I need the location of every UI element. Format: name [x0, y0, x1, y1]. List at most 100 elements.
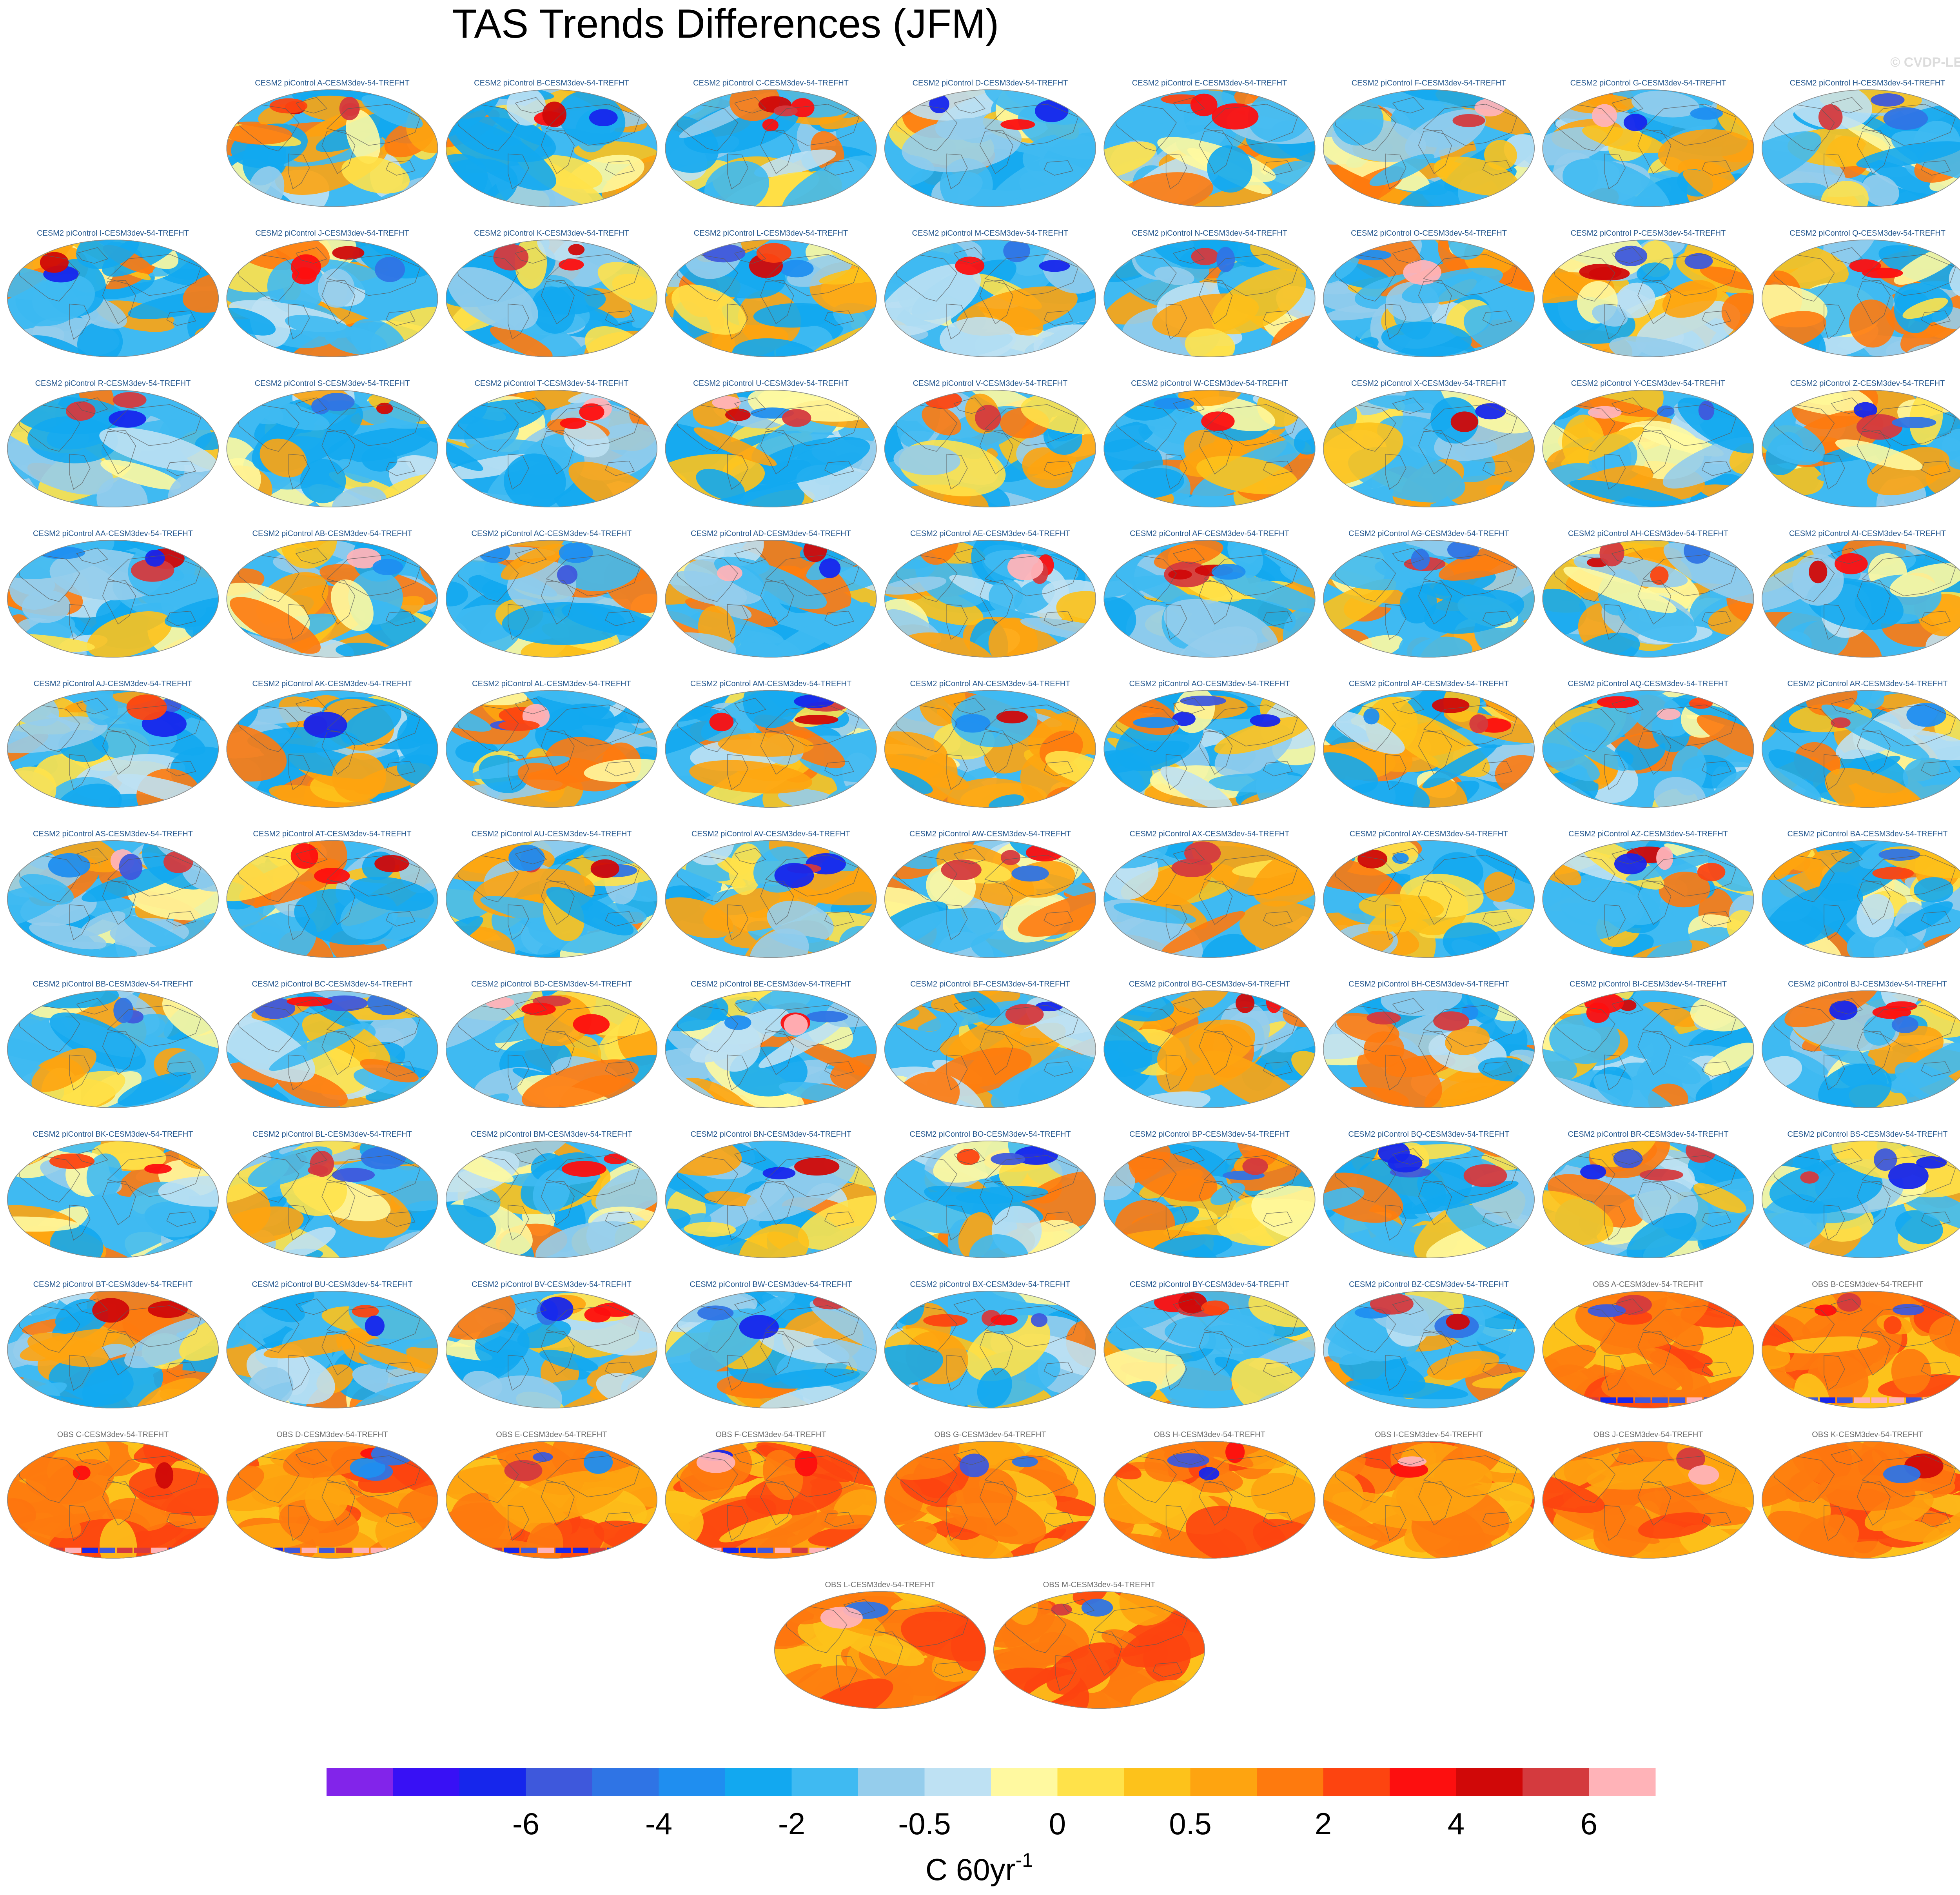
map-border	[1762, 840, 1960, 958]
trend-field	[446, 240, 657, 357]
field-anomaly	[990, 1314, 1018, 1326]
coastline	[508, 1054, 529, 1090]
coastline	[385, 911, 416, 927]
coastline	[1857, 881, 1891, 925]
field-blob	[1820, 181, 1869, 207]
panel-title: OBS B-CESM3dev-54-TREFHT	[1812, 1280, 1923, 1289]
coastline	[1862, 1305, 1956, 1347]
field-blob	[76, 240, 140, 269]
map-border	[445, 390, 658, 507]
field-anomaly	[1883, 107, 1928, 130]
field-blob	[341, 704, 401, 745]
coastline	[326, 404, 421, 446]
coastline	[102, 1031, 136, 1075]
field-anomaly	[1191, 248, 1219, 265]
map-panel: CESM2 piControl AY-CESM3dev-54-TREFHT	[1323, 830, 1535, 958]
panel-title: OBS M-CESM3dev-54-TREFHT	[1043, 1581, 1156, 1589]
field-blob	[1020, 393, 1096, 434]
field-anomaly	[1403, 260, 1441, 285]
map-border	[445, 89, 658, 207]
coastline	[1552, 854, 1615, 902]
field-anomaly	[1411, 549, 1430, 570]
coastline	[1552, 1305, 1615, 1353]
field-polar-band	[336, 1548, 352, 1553]
field-blob	[1569, 480, 1688, 507]
coastline	[1165, 1355, 1187, 1391]
map-border	[1103, 1291, 1316, 1408]
field-blob	[39, 840, 122, 872]
coastline	[1637, 1031, 1671, 1075]
map-border	[1542, 990, 1754, 1108]
map-border	[1323, 1141, 1535, 1258]
coastline	[605, 1061, 635, 1077]
coastline	[76, 1298, 109, 1315]
coastline	[953, 1298, 986, 1315]
field-blob	[1777, 444, 1823, 462]
field-anomaly	[119, 854, 143, 880]
trend-field	[446, 540, 657, 658]
panel-title: CESM2 piControl X-CESM3dev-54-TREFHT	[1351, 379, 1506, 388]
field-blob	[665, 1156, 718, 1205]
map-border	[226, 1141, 438, 1258]
field-blob	[183, 271, 219, 313]
coastline	[1203, 104, 1298, 146]
field-blob	[1582, 125, 1665, 153]
coastline	[1385, 904, 1406, 940]
coastline	[107, 554, 201, 596]
coastline	[895, 1155, 958, 1203]
coastline	[895, 854, 958, 902]
field-anomaly	[1639, 1169, 1684, 1181]
coastline	[979, 130, 1013, 174]
field-blob	[1895, 1210, 1943, 1245]
field-blob	[446, 1204, 496, 1248]
coastline	[1824, 1054, 1845, 1090]
coastline	[1552, 554, 1615, 602]
field-blob	[1847, 690, 1884, 709]
field-blob	[546, 887, 634, 936]
coastline	[895, 404, 958, 452]
field-anomaly	[1450, 411, 1478, 432]
panel-title: CESM2 piControl AC-CESM3dev-54-TREFHT	[472, 529, 632, 538]
coastline	[605, 911, 635, 927]
field-blob	[1764, 883, 1863, 947]
panel-title: CESM2 piControl BB-CESM3dev-54-TREFHT	[33, 980, 193, 988]
field-anomaly	[1883, 1465, 1921, 1483]
map-panel: CESM2 piControl BG-CESM3dev-54-TREFHT	[1103, 980, 1316, 1108]
field-anomaly	[1168, 569, 1192, 580]
field-anomaly	[376, 402, 393, 414]
field-blob	[1802, 1309, 1863, 1341]
coastline	[1203, 404, 1298, 446]
field-polar-band	[284, 1548, 300, 1553]
panel-title: CESM2 piControl N-CESM3dev-54-TREFHT	[1132, 229, 1287, 238]
field-blob	[1412, 636, 1473, 658]
coastline	[508, 754, 529, 790]
panel-title: CESM2 piControl Q-CESM3dev-54-TREFHT	[1789, 229, 1945, 238]
coastline	[288, 1505, 310, 1541]
field-anomaly	[1367, 1011, 1401, 1025]
field-polar-band	[301, 1548, 318, 1553]
field-blob	[1563, 158, 1671, 207]
coastline	[946, 904, 968, 940]
map-border	[1542, 1291, 1754, 1408]
field-anomaly	[1872, 867, 1914, 880]
coastline	[102, 1181, 136, 1225]
coastline	[1203, 704, 1298, 747]
field-blob	[813, 1338, 877, 1379]
field-blob	[1025, 996, 1096, 1060]
field-anomaly	[1884, 1316, 1902, 1334]
coastline	[1263, 911, 1293, 927]
field-blob	[1893, 901, 1953, 938]
field-blob	[1654, 777, 1706, 808]
map-border	[1542, 89, 1754, 207]
field-blob	[469, 756, 570, 779]
field-anomaly	[1650, 566, 1669, 585]
map-border	[226, 990, 438, 1108]
coastline	[1824, 153, 1845, 189]
coastline	[1418, 280, 1452, 324]
coastline	[1824, 1355, 1845, 1391]
coastline	[984, 254, 1079, 296]
coastline	[1385, 303, 1406, 340]
map-border	[1762, 89, 1960, 207]
coastline	[1701, 160, 1731, 176]
coastline	[1392, 97, 1425, 114]
